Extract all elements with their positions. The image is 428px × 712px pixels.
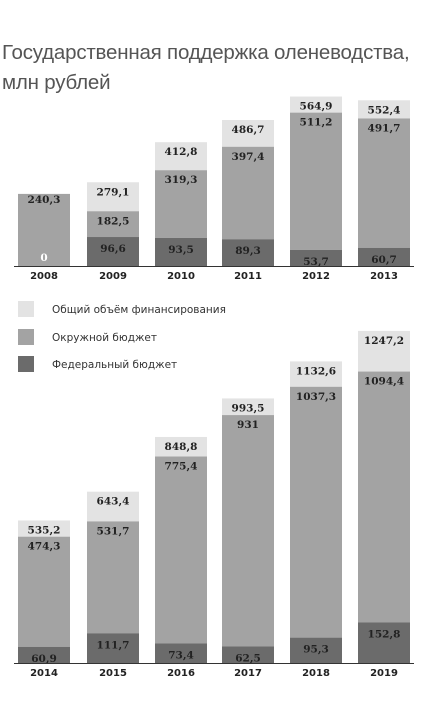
tick-label-2012: 2012 [302,271,330,282]
label-federal-2011: 89,3 [235,245,261,257]
label-regional-2017: 931 [237,419,259,431]
tick-label-2013: 2013 [370,271,398,282]
tick-label-2015: 2015 [99,668,127,679]
label-regional-2016: 775,4 [165,461,198,473]
bar-federal-2019 [358,622,410,663]
bar-federal-2009 [87,237,139,266]
label-total-2018: 1132,6 [296,365,336,377]
label-total-2010: 412,8 [165,146,198,158]
label-total-2019: 1247,2 [364,335,404,347]
bar-federal-2011 [222,239,274,266]
bar-total-2017 [222,398,274,416]
tick-label-2009: 2009 [99,271,127,282]
bar-federal-2016 [155,643,207,663]
label-regional-2008: 240,3 [28,194,61,206]
tick-label-2014: 2014 [30,668,58,679]
bar-regional-2019 [358,371,410,623]
label-total-2009: 279,1 [97,186,130,198]
label-regional-2010: 319,3 [165,174,198,186]
label-federal-2016: 73,4 [168,649,194,661]
bar-regional-2008 [18,193,70,266]
legend-label-total: Общий объём финансирования [52,304,226,316]
legend-swatch-federal [18,356,34,372]
chart-title-line-2: млн рублей [2,71,111,94]
bar-total-2019 [358,330,410,372]
legend-label-regional: Окружной бюджет [52,332,157,344]
bar-total-2018 [290,361,342,387]
label-total-2017: 993,5 [232,402,265,414]
bar-regional-2018 [290,386,342,638]
bar-federal-2013 [358,247,410,266]
bar-federal-2014 [18,646,70,663]
label-regional-2014: 474,3 [28,541,61,553]
bar-federal-2010 [155,237,207,266]
label-federal-2010: 93,5 [168,244,194,256]
bar-regional-2016 [155,456,207,644]
tick-label-2008: 2008 [30,271,58,282]
label-total-2015: 643,4 [97,496,130,508]
chart-title-line-1: Государственная поддержка оленеводства, [2,41,410,64]
label-total-2014: 535,2 [28,524,61,536]
legend-label-federal: Федеральный бюджет [52,359,177,371]
bar-regional-2013 [358,118,410,248]
bar-total-2015 [87,491,139,522]
bar-federal-2017 [222,646,274,663]
bar-regional-2017 [222,415,274,647]
label-federal-2018: 95,3 [303,644,329,656]
bar-regional-2012 [290,112,342,250]
label-regional-2011: 397,4 [232,151,265,163]
tick-label-2016: 2016 [167,668,195,679]
label-federal-2017: 62,5 [235,652,261,664]
label-federal-2013: 60,7 [371,254,397,266]
tick-label-2010: 2010 [167,271,195,282]
bar-total-2013 [358,100,410,119]
bar-total-2010 [155,142,207,171]
bar-federal-2018 [290,637,342,663]
bar-regional-2010 [155,170,207,238]
label-federal-2014: 60,9 [31,653,57,665]
bar-federal-2012 [290,249,342,266]
legend-swatch-regional [18,329,34,345]
legend-swatch-total [18,301,34,317]
bar-total-2011 [222,119,274,147]
label-total-2013: 552,4 [368,104,401,116]
label-total-2012: 564,9 [300,101,333,113]
bar-federal-2015 [87,633,139,663]
label-federal-2009: 96,6 [100,243,126,255]
tick-label-2018: 2018 [302,668,330,679]
tick-label-2011: 2011 [234,271,262,282]
bar-regional-2015 [87,521,139,634]
label-federal-2015: 111,7 [97,639,130,651]
label-federal-2019: 152,8 [368,628,401,640]
bar-regional-2011 [222,146,274,240]
bar-total-2014 [18,520,70,537]
label-regional-2018: 1037,3 [296,391,336,403]
bar-total-2009 [87,182,139,212]
label-total-2016: 848,8 [165,441,198,453]
bar-regional-2014 [18,536,70,647]
label-regional-2009: 182,5 [97,215,130,227]
label-federal-2008: 0 [40,252,47,264]
bar-total-2012 [290,96,342,113]
label-regional-2019: 1094,4 [364,376,404,388]
tick-label-2019: 2019 [370,668,398,679]
bar-regional-2009 [87,211,139,238]
label-regional-2012: 511,2 [300,117,333,129]
tick-label-2017: 2017 [234,668,262,679]
bar-total-2016 [155,436,207,457]
chart-title: Государственная поддержка оленеводства, … [2,38,426,98]
label-total-2011: 486,7 [232,124,265,136]
label-regional-2013: 491,7 [368,122,401,134]
label-federal-2012: 53,7 [303,256,329,268]
label-regional-2015: 531,7 [97,525,130,537]
